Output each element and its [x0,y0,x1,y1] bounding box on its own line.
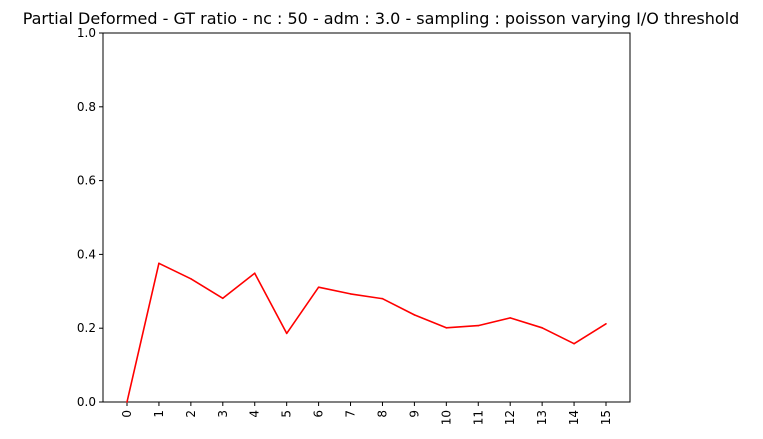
x-tick-label: 2 [184,410,198,418]
x-tick-label: 11 [471,410,485,425]
x-tick-label: 1 [152,410,166,418]
x-tick-label: 13 [535,410,549,425]
data-point [253,272,256,275]
data-point [445,327,448,329]
series-layer [126,262,607,403]
data-point [381,297,384,300]
x-tick-label: 15 [599,410,613,425]
x-tick-label: 4 [248,410,262,418]
x-tick-label: 12 [503,410,517,425]
data-point [158,262,160,265]
plot-area-frame [102,32,631,403]
data-point [285,332,288,335]
data-point [509,317,512,319]
data-point [349,293,352,295]
y-tick-label: 0.2 [77,321,96,335]
x-tick-label: 5 [280,410,294,418]
data-point [541,327,543,329]
data-point [413,314,416,316]
y-axis: 0.0 0.2 0.4 0.6 0.8 1.0 [77,26,103,409]
series-line [126,262,607,403]
data-point [190,277,192,280]
x-tick-label: 14 [567,410,581,425]
y-tick-label: 0.0 [77,395,96,409]
data-point [605,322,607,325]
x-tick-label: 0 [120,410,134,418]
data-point [573,342,575,345]
y-tick-label: 0.4 [77,247,96,261]
x-tick-label: 7 [344,410,358,418]
y-tick-label: 0.8 [77,100,96,114]
x-tick-label: 10 [439,410,453,425]
x-tick-label: 9 [407,410,421,418]
data-point [126,401,128,403]
data-point [317,286,320,289]
data-point [477,324,480,327]
data-point [222,297,224,300]
y-tick-label: 0.6 [77,174,96,188]
x-tick-label: 8 [375,410,389,418]
x-axis: 0 1 2 3 4 5 6 7 8 9 10 11 12 13 14 15 [120,402,613,425]
x-tick-label: 3 [216,410,230,418]
y-tick-label: 1.0 [77,26,96,40]
chart-title: Partial Deformed - GT ratio - nc : 50 - … [23,9,740,28]
x-tick-label: 6 [312,410,326,418]
